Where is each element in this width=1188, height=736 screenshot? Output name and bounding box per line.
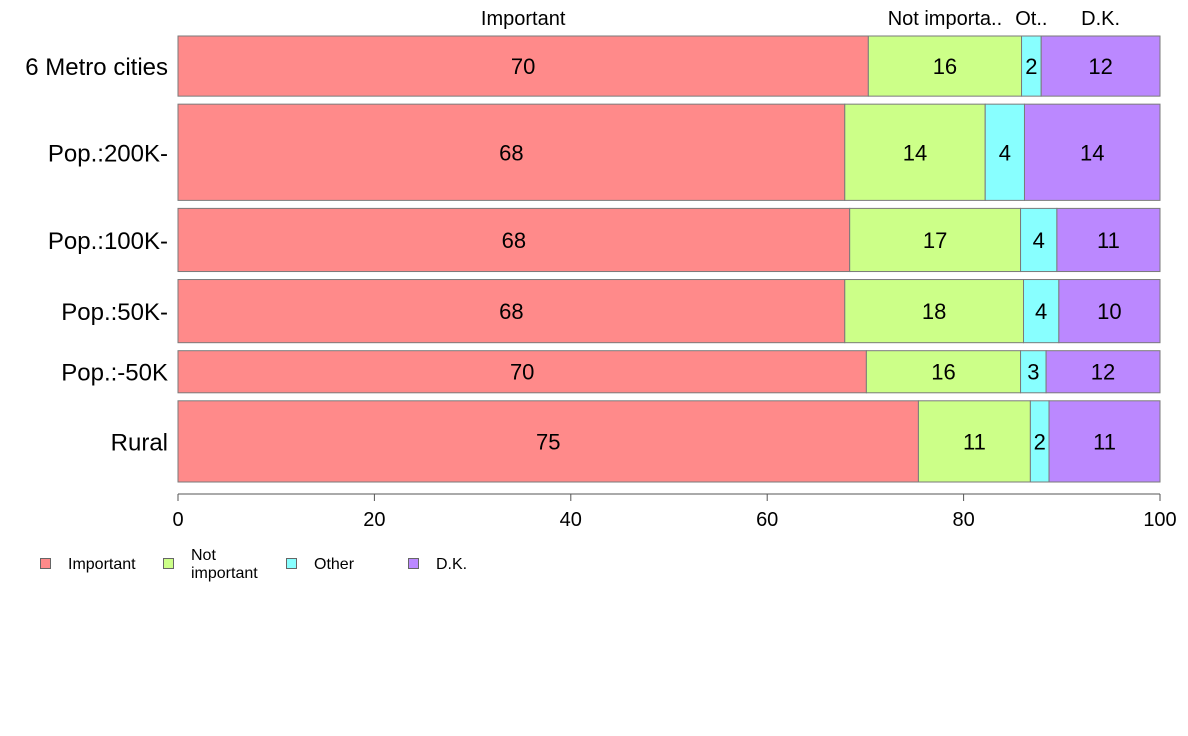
- data-label-other-rural: 2: [1034, 429, 1046, 454]
- bar-other-pop-50k: [1020, 350, 1047, 394]
- data-label-d-k-pop-200k: 14: [1080, 140, 1104, 165]
- data-label-d-k-pop-50k: 10: [1097, 299, 1121, 324]
- data-label-other-pop-200k: 4: [999, 140, 1011, 165]
- legend-item-important: Important: [40, 546, 158, 574]
- bar-not-important-pop-50k: [865, 350, 1022, 394]
- legend-swatch-not-important: [163, 558, 174, 569]
- data-label-other-pop-50k: 4: [1035, 299, 1047, 324]
- data-label-other-6-metro-cities: 2: [1025, 54, 1037, 79]
- category-label-pop-50k: Pop.:-50K: [61, 360, 168, 387]
- x-tick-label-20: 20: [363, 509, 385, 531]
- top-label-not-important: Not importa..: [888, 8, 1002, 30]
- data-label-important-6-metro-cities: 70: [511, 54, 535, 79]
- bar-important-pop-100k: [177, 207, 851, 273]
- bar-not-important-6-metro-cities: [867, 35, 1023, 97]
- bar-not-important-pop-50k: [844, 279, 1025, 344]
- x-axis: 0 20 40 60 80 100: [172, 493, 1177, 531]
- x-tick-label-0: 0: [172, 509, 183, 531]
- category-label-6-metro-cities: 6 Metro cities: [25, 54, 168, 81]
- bar-not-important-pop-200k: [844, 103, 986, 201]
- legend-swatch-other: [286, 558, 297, 569]
- data-label-d-k-6-metro-cities: 12: [1088, 54, 1112, 79]
- bars-group: 70 16 2 12 68 14 4 14 68 17 4 11 68 18 4 10 70 16 3 12 75 11 2…: [177, 35, 1161, 483]
- data-label-d-k-pop-50k: 12: [1091, 360, 1115, 385]
- bar-important-pop-200k: [177, 103, 846, 201]
- bar-not-important-rural: [917, 400, 1031, 483]
- data-label-important-pop-100k: 68: [502, 228, 526, 253]
- bar-other-pop-100k: [1020, 207, 1058, 273]
- bar-important-rural: [177, 400, 919, 483]
- data-label-d-k-pop-100k: 11: [1097, 228, 1120, 253]
- bar-d-k-pop-50k: [1045, 350, 1161, 394]
- legend: Important Not important Other D.K.: [40, 546, 640, 590]
- data-label-not-important-rural: 11: [963, 429, 986, 454]
- legend-swatch-dk: [408, 558, 419, 569]
- bar-other-pop-200k: [984, 103, 1025, 201]
- category-label-pop-50k: Pop.:50K-: [61, 299, 168, 326]
- category-labels: 6 Metro cities Pop.:200K- Pop.:100K- Pop.:5…: [25, 54, 168, 456]
- bar-d-k-pop-50k: [1058, 279, 1161, 344]
- legend-label-not-important: Not important: [191, 547, 258, 582]
- category-label-pop-200k: Pop.:200K-: [48, 140, 168, 167]
- bar-d-k-pop-100k: [1056, 207, 1161, 273]
- legend-swatch-important: [40, 558, 51, 569]
- legend-label-other: Other: [314, 556, 355, 573]
- top-label-other: Ot..: [1015, 8, 1047, 30]
- data-label-d-k-rural: 11: [1093, 429, 1116, 454]
- data-label-not-important-pop-100k: 17: [923, 228, 947, 253]
- category-label-pop-100k: Pop.:100K-: [48, 228, 168, 255]
- x-tick-label-80: 80: [952, 509, 974, 531]
- data-label-not-important-pop-50k: 16: [931, 360, 955, 385]
- x-tick-label-40: 40: [560, 509, 582, 531]
- legend-label-dk: D.K.: [436, 556, 468, 573]
- x-tick-label-100: 100: [1143, 509, 1176, 531]
- bar-other-pop-50k: [1023, 279, 1060, 344]
- data-label-important-rural: 75: [536, 429, 560, 454]
- data-label-important-pop-200k: 68: [499, 140, 523, 165]
- data-label-important-pop-50k: 70: [510, 360, 534, 385]
- data-label-important-pop-50k: 68: [499, 299, 523, 324]
- top-label-d-k: D.K.: [1081, 8, 1120, 30]
- top-label-important: Important: [481, 8, 566, 30]
- data-label-other-pop-100k: 4: [1033, 228, 1045, 253]
- legend-item-not-important: Not important: [163, 546, 281, 583]
- bar-d-k-pop-200k: [1023, 103, 1161, 201]
- category-label-rural: Rural: [111, 429, 168, 456]
- bar-important-6-metro-cities: [177, 35, 869, 97]
- bar-important-pop-50k: [177, 350, 867, 394]
- legend-item-dk: D.K.: [408, 546, 526, 574]
- bar-not-important-pop-100k: [849, 207, 1022, 273]
- data-label-other-pop-50k: 3: [1027, 360, 1039, 385]
- top-series-labels: Important Not importa.. Ot.. D.K.: [481, 8, 1120, 30]
- x-tick-label-60: 60: [756, 509, 778, 531]
- data-label-not-important-6-metro-cities: 16: [933, 54, 957, 79]
- legend-label-important: Important: [68, 556, 136, 573]
- bar-d-k-rural: [1048, 400, 1161, 483]
- bar-d-k-6-metro-cities: [1040, 35, 1161, 97]
- legend-item-other: Other: [286, 546, 404, 574]
- stacked-bar-chart: Important Not importa.. Ot.. D.K. 70 16 2 12 68…: [25, 8, 1177, 531]
- data-label-not-important-pop-50k: 18: [922, 299, 946, 324]
- bar-important-pop-50k: [177, 279, 846, 344]
- data-label-not-important-pop-200k: 14: [903, 140, 927, 165]
